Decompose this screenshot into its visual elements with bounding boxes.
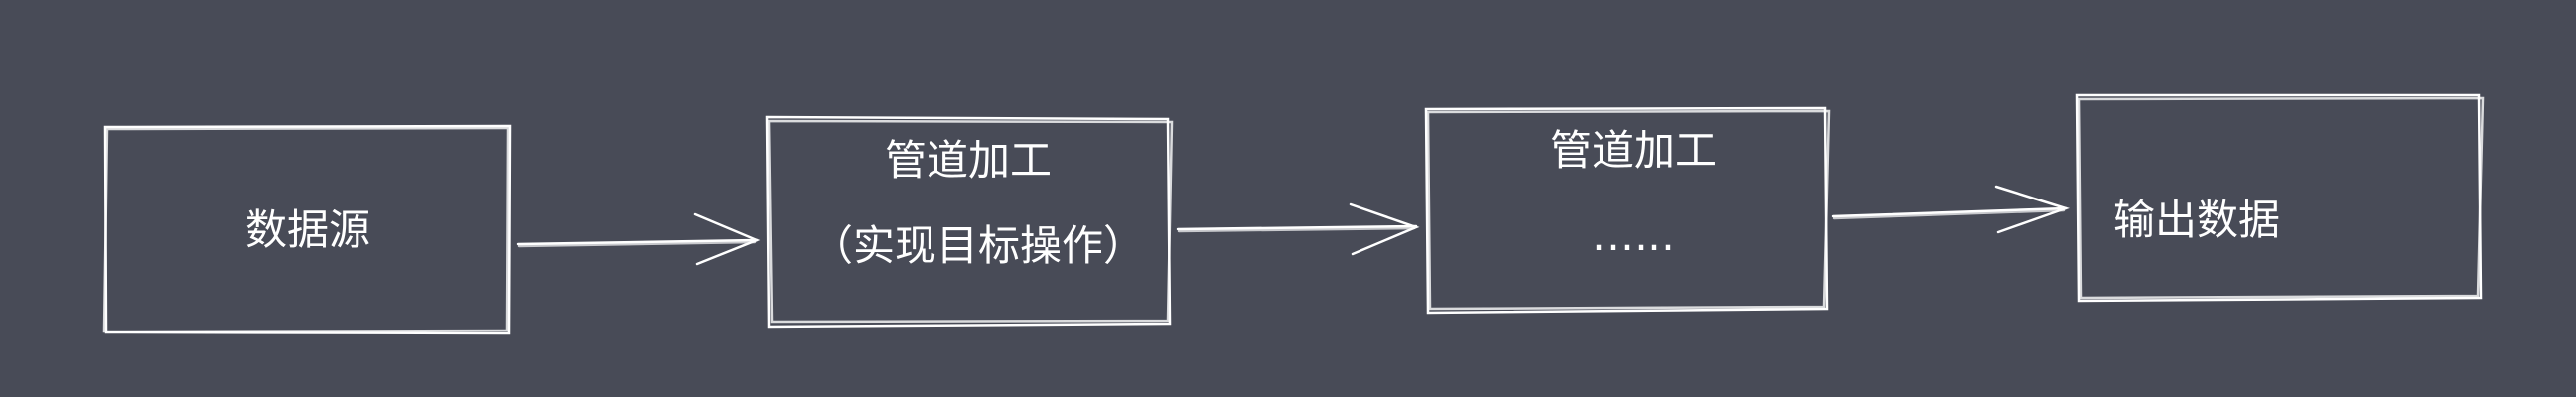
node-box-source <box>102 124 512 335</box>
node-label-output: 输出数据 <box>2113 196 2281 244</box>
arrow-stage2-to-output <box>1831 185 2070 234</box>
arrow-source-to-stage1 <box>516 212 761 266</box>
node-box-output <box>2075 93 2485 303</box>
node-box-stage2 <box>1424 106 1831 315</box>
node-label-stage1-title: 管道加工 <box>884 136 1053 185</box>
node-label-source: 数据源 <box>244 205 371 254</box>
node-label-stage2-title: 管道加工 <box>1549 126 1718 175</box>
node-label-stage1-subtitle: （实现目标操作） <box>810 221 1146 270</box>
arrow-stage1-to-stage2 <box>1176 202 1420 256</box>
node-label-stage2-ellipsis: …… <box>1592 211 1675 260</box>
node-box-stage1 <box>765 115 1174 329</box>
